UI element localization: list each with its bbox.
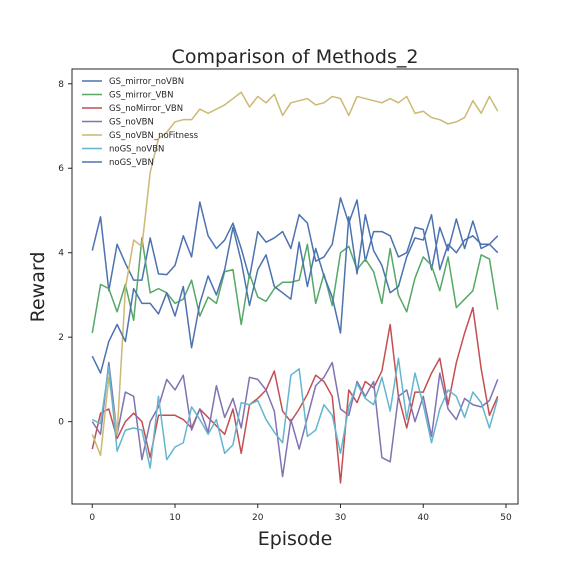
legend-label: GS_noVBN — [109, 118, 154, 128]
legend-label: noGS_noVBN — [109, 145, 164, 155]
series-line-6 — [91, 213, 499, 374]
x-tick-label: 20 — [252, 513, 264, 523]
series-group — [91, 91, 499, 484]
x-tick-label: 0 — [89, 513, 95, 523]
legend-label: GS_noMirror_VBN — [109, 104, 183, 114]
series-line-2 — [91, 306, 499, 484]
chart-title: Comparison of Methods_2 — [172, 46, 419, 68]
x-axis-label: Episode — [258, 528, 333, 550]
legend: GS_mirror_noVBN GS_mirror_VBN GS_noMirror_… — [82, 77, 199, 168]
series-line-0 — [91, 197, 499, 292]
series-line-4 — [91, 91, 499, 457]
y-tick-label: 8 — [58, 80, 64, 90]
y-axis: 0 2 4 6 8 — [58, 80, 72, 428]
plot-frame — [71, 68, 519, 505]
y-tick-label: 2 — [58, 333, 64, 343]
y-tick-label: 6 — [58, 164, 64, 174]
series-line-5 — [91, 357, 499, 469]
x-tick-label: 30 — [335, 513, 347, 523]
legend-label: noGS_VBN — [109, 158, 154, 168]
series-line-1 — [91, 237, 499, 334]
legend-label: GS_noVBN_noFitness — [109, 131, 199, 141]
legend-label: GS_mirror_noVBN — [109, 77, 184, 87]
y-tick-label: 0 — [58, 418, 64, 428]
x-tick-label: 50 — [500, 513, 512, 523]
y-axis-label: Reward — [27, 252, 49, 323]
x-tick-label: 40 — [418, 513, 430, 523]
x-axis: 0 10 20 30 40 50 — [89, 504, 512, 523]
y-tick-label: 4 — [58, 249, 64, 259]
legend-label: GS_mirror_VBN — [109, 91, 173, 101]
x-tick-label: 10 — [169, 513, 181, 523]
